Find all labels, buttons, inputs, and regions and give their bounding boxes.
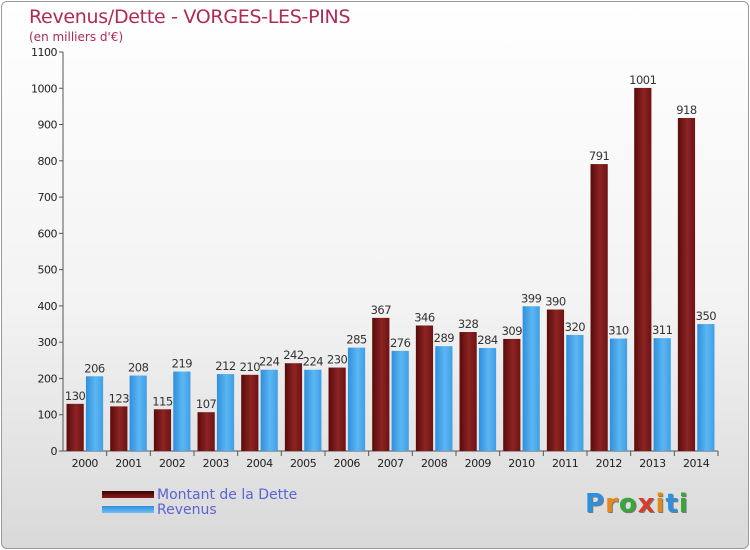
data-label-dette: 230 bbox=[327, 353, 348, 367]
bar-revenus bbox=[653, 338, 671, 451]
y-tick-label: 700 bbox=[38, 191, 58, 204]
y-tick-label: 1100 bbox=[31, 46, 57, 59]
data-label-dette: 107 bbox=[196, 397, 217, 411]
bar-revenus bbox=[391, 350, 409, 451]
x-tick-label: 2007 bbox=[377, 457, 404, 470]
bar-dette bbox=[415, 325, 434, 451]
bar-dette bbox=[459, 332, 477, 451]
data-label-revenus: 310 bbox=[608, 324, 629, 338]
y-tick-label: 1000 bbox=[31, 82, 57, 95]
data-label-dette: 791 bbox=[589, 149, 610, 163]
bar-revenus bbox=[435, 346, 453, 451]
y-tick-label: 0 bbox=[51, 445, 58, 458]
proxiti-logo: Proxiti bbox=[585, 489, 689, 519]
bar-dette bbox=[197, 412, 215, 451]
data-label-dette: 309 bbox=[502, 324, 523, 338]
data-label-dette: 367 bbox=[371, 303, 392, 317]
data-label-revenus: 208 bbox=[128, 361, 149, 375]
data-label-revenus: 284 bbox=[477, 333, 498, 347]
chart-title: Revenus/Dette - VORGES-LES-PINS bbox=[29, 6, 351, 28]
bar-revenus bbox=[216, 374, 235, 451]
bar-dette bbox=[372, 317, 390, 451]
data-label-revenus: 224 bbox=[303, 355, 324, 369]
data-label-dette: 390 bbox=[545, 295, 566, 309]
bar-dette bbox=[284, 363, 303, 451]
y-tick-label: 500 bbox=[38, 264, 58, 277]
data-label-dette: 1001 bbox=[629, 73, 656, 87]
legend-swatch-revenus bbox=[102, 506, 154, 513]
bar-dette bbox=[110, 406, 128, 451]
data-label-dette: 346 bbox=[414, 310, 435, 324]
bar-revenus bbox=[566, 334, 584, 451]
legend-swatch-dette bbox=[102, 491, 154, 498]
bar-revenus bbox=[697, 324, 715, 451]
data-label-dette: 918 bbox=[676, 103, 697, 117]
bar-dette bbox=[66, 403, 84, 451]
data-label-dette: 210 bbox=[240, 360, 261, 374]
y-tick-label: 100 bbox=[38, 409, 58, 422]
y-tick-label: 200 bbox=[38, 372, 58, 385]
bar-dette bbox=[503, 338, 521, 451]
data-label-revenus: 285 bbox=[346, 333, 367, 347]
legend-label-revenus: Revenus bbox=[157, 502, 217, 518]
data-label-revenus: 350 bbox=[696, 309, 717, 323]
y-tick-label: 400 bbox=[38, 300, 58, 313]
x-tick-label: 2014 bbox=[683, 457, 710, 470]
y-tick-label: 900 bbox=[38, 119, 58, 132]
bar-dette bbox=[546, 309, 565, 451]
bar-dette bbox=[328, 367, 346, 451]
data-label-revenus: 212 bbox=[215, 359, 236, 373]
data-label-dette: 242 bbox=[283, 348, 304, 362]
bar-revenus bbox=[129, 375, 147, 451]
x-tick-label: 2013 bbox=[639, 457, 666, 470]
bar-dette bbox=[634, 87, 652, 451]
bar-revenus bbox=[304, 369, 322, 451]
bar-revenus bbox=[260, 369, 278, 451]
y-tick-label: 600 bbox=[38, 227, 58, 240]
bar-dette bbox=[677, 118, 696, 452]
y-tick-label: 300 bbox=[38, 336, 58, 349]
legend-label-dette: Montant de la Dette bbox=[157, 487, 298, 503]
bar-revenus bbox=[173, 371, 191, 451]
bar-revenus bbox=[522, 306, 540, 451]
bar-dette bbox=[590, 164, 608, 451]
x-tick-label: 2005 bbox=[290, 457, 317, 470]
bar-revenus bbox=[347, 347, 366, 451]
data-label-dette: 123 bbox=[109, 391, 130, 405]
x-tick-label: 2009 bbox=[465, 457, 492, 470]
data-label-revenus: 320 bbox=[565, 320, 586, 334]
bar-revenus bbox=[85, 376, 104, 451]
data-label-dette: 115 bbox=[152, 394, 173, 408]
data-label-revenus: 289 bbox=[434, 331, 455, 345]
y-tick-label: 800 bbox=[38, 155, 58, 168]
data-label-dette: 328 bbox=[458, 317, 479, 331]
bar-dette bbox=[241, 374, 259, 451]
data-label-revenus: 206 bbox=[84, 361, 105, 375]
bar-revenus bbox=[478, 347, 497, 451]
x-tick-label: 2008 bbox=[421, 457, 448, 470]
data-label-revenus: 224 bbox=[259, 355, 280, 369]
x-tick-label: 2000 bbox=[72, 457, 99, 470]
data-label-revenus: 311 bbox=[652, 323, 673, 337]
x-tick-label: 2001 bbox=[115, 457, 141, 470]
data-label-revenus: 219 bbox=[172, 357, 193, 371]
x-tick-label: 2010 bbox=[508, 457, 535, 470]
x-tick-label: 2011 bbox=[552, 457, 578, 470]
chart-subtitle: (en milliers d'€) bbox=[29, 30, 124, 44]
x-tick-label: 2006 bbox=[334, 457, 361, 470]
data-label-dette: 130 bbox=[65, 389, 86, 403]
data-label-revenus: 276 bbox=[390, 336, 411, 350]
x-tick-label: 2002 bbox=[159, 457, 185, 470]
x-tick-label: 2004 bbox=[246, 457, 273, 470]
bar-revenus bbox=[609, 338, 628, 451]
data-label-revenus: 399 bbox=[521, 291, 542, 305]
bar-dette bbox=[153, 409, 172, 451]
x-tick-label: 2003 bbox=[203, 457, 230, 470]
x-tick-label: 2012 bbox=[596, 457, 622, 470]
